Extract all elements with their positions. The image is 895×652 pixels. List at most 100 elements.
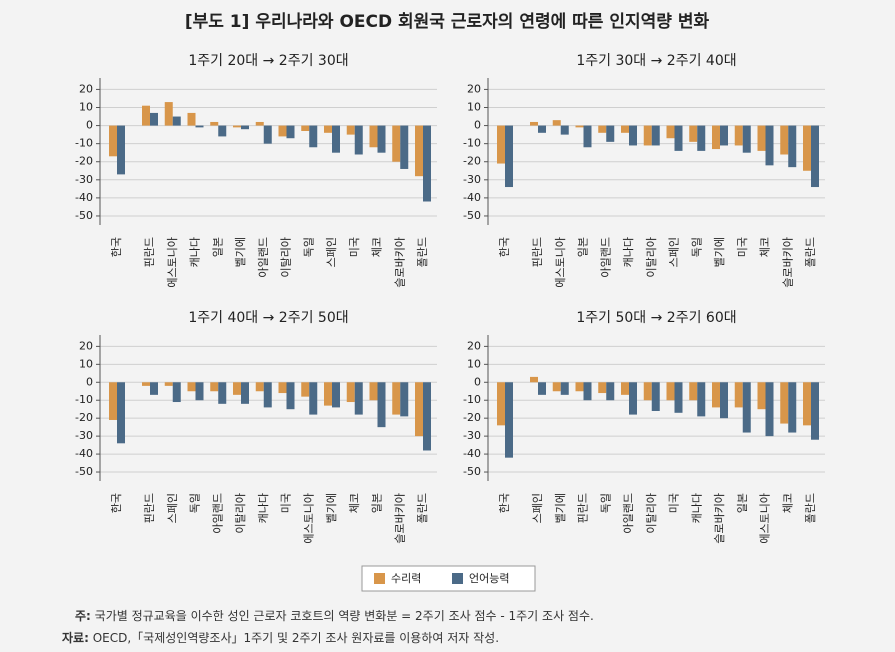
bar — [187, 112, 196, 126]
x-tick-label: 핀란드 — [143, 493, 156, 523]
bar — [538, 125, 546, 133]
bar — [606, 382, 615, 401]
subplot-title: 1주기 40대 → 2주기 50대 — [188, 310, 348, 326]
y-tick-label: -10 — [463, 137, 481, 150]
x-tick-label: 한국 — [498, 493, 511, 513]
bar — [560, 125, 569, 135]
bar — [651, 382, 660, 411]
x-tick-label: 에스토니아 — [166, 237, 179, 288]
bar — [142, 105, 150, 126]
bar — [697, 382, 706, 417]
x-tick-label: 체코 — [759, 237, 772, 257]
y-tick-label: 0 — [86, 119, 93, 132]
bar — [150, 382, 158, 395]
bar — [400, 382, 409, 417]
bar — [150, 112, 158, 126]
x-tick-label: 핀란드 — [577, 493, 590, 523]
bar — [621, 382, 629, 395]
x-tick-label: 체코 — [781, 493, 794, 513]
y-tick-label: 20 — [467, 82, 481, 95]
x-tick-label: 벨기에 — [713, 237, 726, 267]
x-tick-label: 벨기에 — [234, 237, 247, 267]
bar — [354, 125, 363, 155]
bar — [674, 125, 683, 151]
bar — [629, 125, 637, 146]
bar — [332, 125, 340, 153]
bar — [187, 382, 196, 392]
bar — [117, 382, 125, 444]
x-tick-label: 캐나다 — [690, 493, 703, 523]
bar — [765, 382, 774, 437]
bar — [255, 121, 264, 126]
bar — [583, 125, 592, 148]
bar — [332, 382, 340, 408]
bar — [666, 125, 675, 139]
x-tick-label: 체코 — [348, 493, 361, 513]
bar — [674, 382, 683, 413]
y-tick-label: -40 — [75, 191, 93, 204]
bar — [497, 125, 505, 164]
bar — [697, 125, 706, 151]
x-tick-label: 이탈리아 — [234, 493, 247, 533]
page-title: [부도 1] 우리나라와 OECD 회원국 근로자의 연령에 따른 인지역량 변… — [185, 11, 710, 32]
bar — [195, 382, 204, 401]
x-tick-label: 스페인 — [325, 237, 338, 267]
y-tick-label: 10 — [467, 101, 481, 114]
bar — [742, 125, 751, 153]
x-tick-label: 슬로바키아 — [393, 237, 406, 288]
bar — [666, 382, 675, 401]
bar — [505, 382, 513, 458]
bar — [530, 121, 538, 126]
bar — [712, 382, 720, 408]
y-tick-label: 10 — [79, 357, 93, 370]
bar — [720, 382, 728, 419]
x-tick-label: 에스토니아 — [302, 493, 315, 544]
x-tick-label: 아일랜드 — [621, 493, 635, 533]
bar — [172, 116, 181, 126]
bar — [575, 125, 584, 128]
x-tick-label: 아일랜드 — [598, 237, 612, 277]
x-tick-label: 미국 — [668, 493, 681, 513]
x-tick-label: 한국 — [498, 237, 511, 257]
bar — [210, 382, 219, 392]
y-tick-label: -50 — [75, 209, 93, 222]
x-tick-label: 핀란드 — [143, 237, 156, 267]
bar — [255, 382, 264, 392]
bar — [210, 121, 219, 126]
y-tick-label: 10 — [79, 101, 93, 114]
y-tick-label: -30 — [463, 429, 481, 442]
y-tick-label: -20 — [75, 411, 93, 424]
bar — [629, 382, 637, 415]
x-tick-label: 캐나다 — [257, 493, 270, 523]
y-tick-label: -30 — [75, 173, 93, 186]
bar — [765, 125, 774, 166]
x-tick-label: 캐나다 — [189, 237, 202, 267]
bar — [689, 382, 698, 401]
bar — [263, 125, 272, 144]
bar — [530, 376, 538, 383]
x-tick-label: 슬로바키아 — [713, 493, 726, 544]
bar — [233, 125, 241, 128]
bar — [400, 125, 409, 169]
x-tick-label: 미국 — [736, 237, 749, 257]
bar — [423, 125, 431, 202]
bar — [552, 120, 561, 126]
bar — [415, 125, 423, 177]
bar — [552, 382, 561, 392]
legend-label: 수리력 — [391, 572, 421, 585]
subplot-title: 1주기 30대 → 2주기 40대 — [576, 53, 736, 69]
note-label: 자료: — [62, 630, 89, 645]
x-tick-label: 이탈리아 — [645, 237, 658, 277]
x-tick-label: 독일 — [188, 493, 202, 513]
bar — [538, 382, 546, 395]
x-tick-label: 한국 — [110, 237, 123, 257]
legend-label: 언어능력 — [469, 572, 509, 585]
bar — [286, 382, 295, 410]
bar — [560, 382, 569, 395]
bar — [233, 382, 241, 395]
bar — [575, 382, 584, 392]
y-tick-label: 0 — [474, 119, 481, 132]
bar — [734, 125, 743, 146]
bar — [505, 125, 513, 188]
bar — [415, 382, 423, 437]
